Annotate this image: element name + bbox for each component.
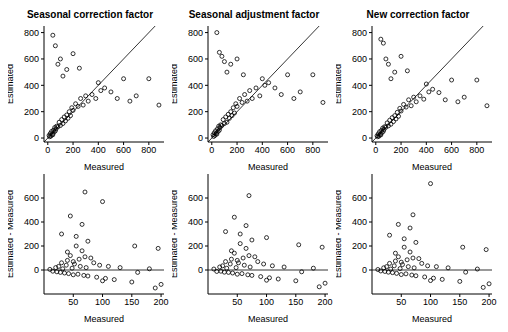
svg-text:Measured: Measured: [84, 314, 124, 322]
svg-text:400: 400: [24, 217, 39, 227]
svg-text:200: 200: [394, 145, 409, 155]
svg-text:150: 150: [452, 297, 467, 307]
svg-text:800: 800: [24, 28, 39, 38]
svg-text:200: 200: [352, 241, 367, 251]
svg-text:50: 50: [232, 297, 242, 307]
svg-text:150: 150: [124, 297, 139, 307]
svg-text:Estimated: Estimated: [172, 64, 179, 104]
svg-text:800: 800: [352, 28, 367, 38]
svg-text:600: 600: [444, 145, 459, 155]
svg-text:800: 800: [305, 145, 320, 155]
svg-text:600: 600: [188, 54, 203, 64]
svg-text:Estimated - Measured: Estimated - Measured: [172, 190, 179, 278]
svg-text:Measured: Measured: [248, 314, 288, 322]
svg-text:0: 0: [362, 133, 367, 143]
svg-text:200: 200: [188, 241, 203, 251]
svg-text:Measured: Measured: [412, 314, 452, 322]
svg-text:400: 400: [352, 217, 367, 227]
svg-text:600: 600: [352, 193, 367, 203]
html-text:New correction factor: New correction factor: [366, 9, 470, 20]
html-text:Seasonal adjustment factor: Seasonal adjustment factor: [188, 9, 320, 20]
svg-text:400: 400: [255, 145, 270, 155]
svg-text:0: 0: [198, 133, 203, 143]
svg-text:150: 150: [288, 297, 303, 307]
svg-text:400: 400: [419, 145, 434, 155]
html-text:Seasonal correction factor: Seasonal correction factor: [26, 9, 154, 20]
svg-text:100: 100: [95, 297, 110, 307]
svg-text:0: 0: [45, 145, 50, 155]
svg-text:400: 400: [91, 145, 106, 155]
svg-text:400: 400: [188, 81, 203, 91]
svg-text:200: 200: [352, 107, 367, 117]
svg-text:200: 200: [482, 297, 497, 307]
svg-text:Measured: Measured: [412, 162, 452, 170]
svg-text:600: 600: [24, 54, 39, 64]
svg-text:200: 200: [318, 297, 333, 307]
svg-text:600: 600: [116, 145, 131, 155]
svg-text:Estimated: Estimated: [8, 64, 15, 104]
svg-text:400: 400: [352, 81, 367, 91]
svg-text:Measured: Measured: [248, 162, 288, 170]
svg-text:600: 600: [24, 193, 39, 203]
svg-text:0: 0: [209, 145, 214, 155]
svg-text:800: 800: [188, 28, 203, 38]
svg-text:200: 200: [24, 107, 39, 117]
svg-text:800: 800: [141, 145, 156, 155]
svg-text:0: 0: [198, 265, 203, 275]
svg-text:400: 400: [188, 217, 203, 227]
svg-text:800: 800: [469, 145, 484, 155]
svg-text:Measured: Measured: [84, 162, 124, 170]
svg-text:50: 50: [68, 297, 78, 307]
svg-text:200: 200: [188, 107, 203, 117]
svg-text:200: 200: [154, 297, 169, 307]
svg-text:200: 200: [66, 145, 81, 155]
svg-text:0: 0: [373, 145, 378, 155]
svg-text:0: 0: [362, 265, 367, 275]
svg-text:50: 50: [396, 297, 406, 307]
svg-text:Estimated - Measured: Estimated - Measured: [8, 190, 15, 278]
svg-text:600: 600: [188, 193, 203, 203]
svg-text:400: 400: [24, 81, 39, 91]
svg-text:200: 200: [24, 241, 39, 251]
svg-text:100: 100: [259, 297, 274, 307]
svg-text:600: 600: [352, 54, 367, 64]
svg-text:100: 100: [423, 297, 438, 307]
svg-text:Estimated - Measured: Estimated - Measured: [336, 190, 343, 278]
svg-text:0: 0: [34, 133, 39, 143]
svg-text:Estimated: Estimated: [336, 64, 343, 104]
svg-text:600: 600: [280, 145, 295, 155]
svg-text:0: 0: [34, 265, 39, 275]
svg-text:200: 200: [230, 145, 245, 155]
